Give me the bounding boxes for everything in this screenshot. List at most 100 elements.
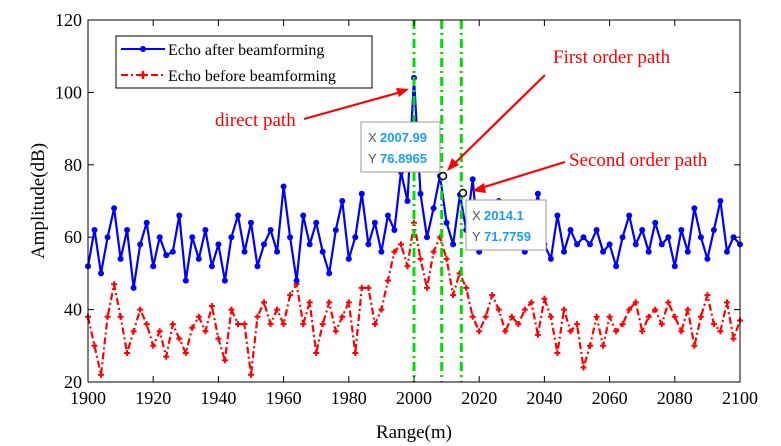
data-point — [91, 227, 98, 233]
data-point — [98, 270, 104, 277]
data-point — [515, 321, 522, 328]
data-point — [600, 342, 607, 349]
legend-box — [115, 35, 373, 89]
datatip-first[interactable]: X 2007.99 Y 76.8965 — [360, 121, 441, 173]
data-point — [143, 219, 150, 226]
datatip-second[interactable]: X 2014.1 Y 71.7759 — [465, 199, 547, 251]
data-point — [528, 299, 535, 306]
data-point — [495, 306, 502, 313]
datatip-first-y-value: 76.8965 — [380, 151, 427, 166]
y-tick-label: 80 — [64, 155, 82, 175]
data-point — [619, 321, 626, 328]
data-point — [352, 234, 359, 241]
data-point — [704, 255, 711, 262]
data-point — [300, 212, 307, 219]
data-point — [195, 255, 202, 262]
data-point — [574, 241, 580, 248]
data-point — [613, 328, 620, 335]
data-point — [274, 306, 281, 313]
data-point — [137, 241, 144, 248]
x-tick-label: 2080 — [657, 388, 693, 408]
datatip-box-first — [360, 121, 441, 173]
data-point — [710, 227, 717, 233]
x-tick-label: 1940 — [200, 388, 236, 408]
data-point — [319, 321, 326, 328]
data-point — [300, 321, 307, 328]
data-point — [450, 241, 457, 248]
data-point — [534, 190, 541, 197]
x-tick-label: 2020 — [461, 388, 497, 408]
data-point — [469, 313, 476, 320]
data-point — [261, 299, 267, 306]
data-point — [450, 292, 457, 299]
data-point — [547, 255, 554, 262]
data-point — [691, 205, 698, 212]
data-point — [554, 212, 561, 219]
data-point — [163, 353, 170, 360]
data-point — [182, 277, 189, 284]
data-point — [228, 306, 235, 313]
data-point — [717, 328, 724, 335]
data-point — [208, 303, 215, 309]
data-point — [313, 350, 320, 356]
data-point — [561, 306, 567, 313]
data-point — [182, 350, 189, 356]
data-point — [378, 306, 385, 313]
data-point — [678, 227, 685, 233]
vertical-lines — [412, 20, 463, 382]
data-point — [404, 198, 411, 204]
datatip-marker-second[interactable] — [458, 188, 468, 198]
data-point — [332, 328, 339, 335]
data-point — [606, 313, 613, 320]
data-point — [130, 328, 137, 335]
arrowhead-second-order — [472, 183, 486, 193]
data-point — [639, 227, 646, 233]
data-point — [163, 252, 170, 259]
data-point — [287, 292, 294, 299]
data-point — [117, 313, 124, 320]
data-point — [306, 299, 313, 306]
data-point — [371, 219, 378, 226]
data-point — [137, 306, 144, 313]
data-point — [267, 321, 274, 328]
data-point — [717, 198, 724, 204]
data-point — [358, 190, 365, 197]
data-point — [574, 321, 580, 328]
data-point — [469, 176, 476, 183]
y-tick-label: 40 — [64, 300, 82, 320]
datatip-marker-first[interactable] — [438, 171, 448, 181]
data-point — [600, 248, 607, 255]
annotation-direct-path: direct path — [215, 110, 296, 131]
data-point — [482, 313, 489, 320]
data-point — [632, 241, 639, 248]
legend-label-after: Echo after beamforming — [168, 42, 324, 59]
x-tick-label: 2060 — [592, 388, 628, 408]
data-point — [665, 234, 672, 241]
data-point — [463, 284, 470, 291]
data-point — [593, 227, 600, 233]
data-point — [502, 328, 509, 335]
data-point — [287, 234, 294, 241]
data-point — [632, 299, 639, 306]
data-point — [613, 263, 620, 270]
data-point — [580, 364, 587, 371]
data-point — [697, 234, 704, 241]
data-point — [724, 299, 730, 306]
data-point — [730, 234, 737, 241]
data-point — [345, 299, 352, 306]
annotation-arrows — [303, 74, 566, 193]
x-tick-label: 1900 — [70, 388, 106, 408]
x-tick-label: 2100 — [722, 388, 758, 408]
arrowhead-first-order — [447, 158, 459, 171]
datatip-second-y-value: 71.7759 — [484, 229, 531, 244]
data-point — [124, 227, 131, 233]
data-point — [358, 284, 365, 291]
data-point — [417, 190, 424, 197]
data-point — [169, 248, 176, 255]
data-point — [241, 248, 248, 255]
data-point — [365, 241, 372, 248]
data-point — [730, 335, 737, 342]
data-point — [626, 212, 633, 219]
data-point — [587, 342, 593, 349]
